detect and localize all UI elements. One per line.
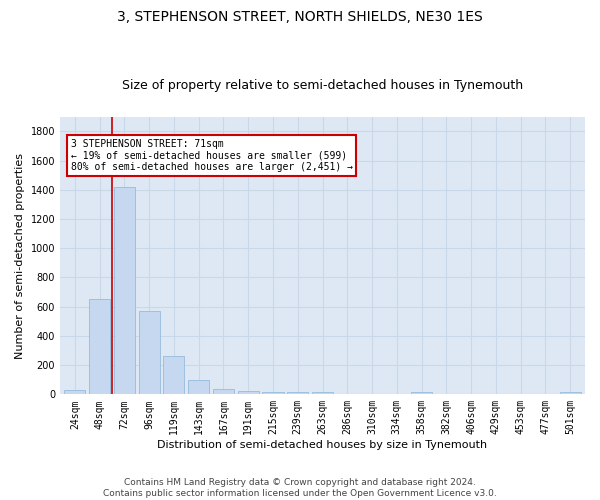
Bar: [114, 187, 135, 394]
Text: 3, STEPHENSON STREET, NORTH SHIELDS, NE30 1ES: 3, STEPHENSON STREET, NORTH SHIELDS, NE3…: [117, 10, 483, 24]
Bar: [312, 392, 333, 394]
Text: 3 STEPHENSON STREET: 71sqm
← 19% of semi-detached houses are smaller (599)
80% o: 3 STEPHENSON STREET: 71sqm ← 19% of semi…: [71, 139, 353, 172]
Bar: [287, 392, 308, 394]
Bar: [139, 311, 160, 394]
Bar: [188, 380, 209, 394]
Bar: [411, 392, 432, 394]
Text: Contains HM Land Registry data © Crown copyright and database right 2024.
Contai: Contains HM Land Registry data © Crown c…: [103, 478, 497, 498]
X-axis label: Distribution of semi-detached houses by size in Tynemouth: Distribution of semi-detached houses by …: [157, 440, 488, 450]
Bar: [262, 392, 284, 394]
Bar: [163, 356, 184, 395]
Y-axis label: Number of semi-detached properties: Number of semi-detached properties: [15, 152, 25, 358]
Title: Size of property relative to semi-detached houses in Tynemouth: Size of property relative to semi-detach…: [122, 79, 523, 92]
Bar: [89, 300, 110, 394]
Bar: [213, 389, 234, 394]
Bar: [238, 390, 259, 394]
Bar: [64, 390, 85, 394]
Bar: [560, 392, 581, 394]
